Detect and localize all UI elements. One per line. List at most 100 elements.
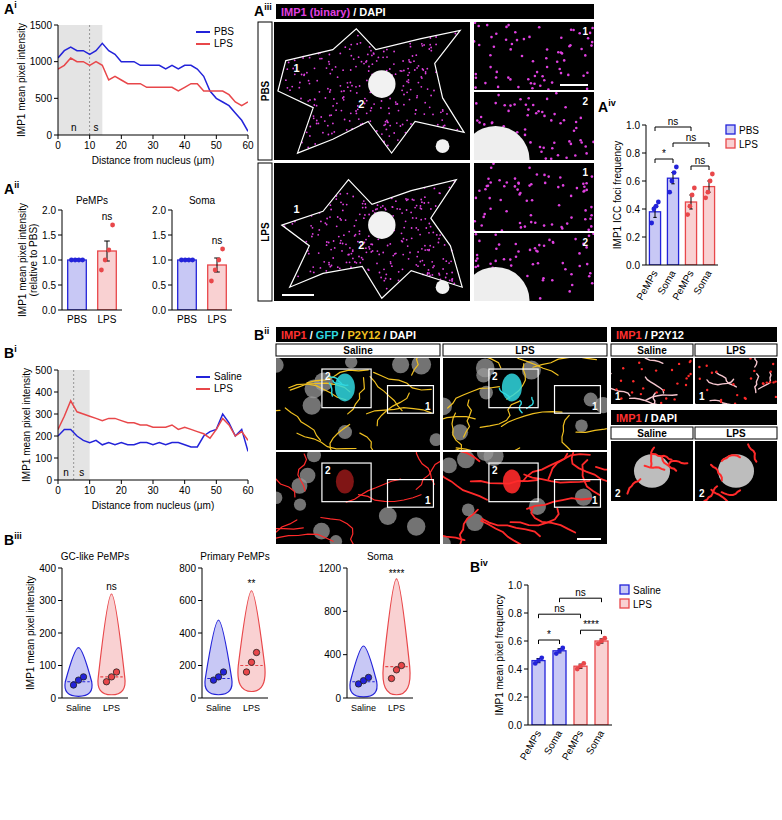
bar bbox=[703, 187, 714, 265]
imp1-focus bbox=[579, 139, 582, 142]
imp1-focus bbox=[314, 67, 316, 69]
imp1-focus bbox=[387, 245, 389, 247]
imp1-focus bbox=[495, 76, 498, 79]
image-header-bar bbox=[276, 327, 607, 342]
imp1-focus bbox=[433, 246, 435, 248]
imp1-focus bbox=[551, 279, 554, 282]
imp1-focus bbox=[517, 250, 520, 253]
image-header-bar bbox=[276, 4, 594, 19]
data-point bbox=[103, 258, 108, 263]
imp1-focus bbox=[355, 219, 357, 221]
micrograph-ground bbox=[611, 441, 693, 501]
imp1-focus bbox=[359, 233, 361, 235]
imp1-focus bbox=[516, 188, 519, 191]
imp1-focus bbox=[542, 146, 545, 149]
imp1-focus bbox=[298, 87, 300, 89]
y-axis-title: IMP1 ICC foci frequency bbox=[612, 141, 623, 249]
y-tick-label: 200 bbox=[35, 431, 52, 442]
nucleus bbox=[436, 280, 450, 294]
imp1-focus bbox=[558, 68, 561, 71]
imp1-focus bbox=[503, 185, 506, 188]
stain-process bbox=[531, 508, 575, 533]
imp1-focus bbox=[395, 73, 397, 75]
region-box bbox=[489, 369, 538, 408]
column-label: Saline bbox=[343, 345, 373, 356]
imp1-focus bbox=[441, 119, 443, 121]
imp1-focus bbox=[391, 206, 393, 208]
imp1-focus bbox=[583, 186, 586, 189]
x-tick bbox=[58, 480, 59, 484]
legend-label: PBS bbox=[214, 26, 234, 37]
imp1-focus bbox=[430, 208, 432, 210]
imp1-focus bbox=[367, 54, 369, 56]
cell-outline bbox=[282, 180, 462, 299]
plot-area bbox=[68, 223, 117, 310]
column-label: LPS bbox=[726, 345, 746, 356]
imp1-focus bbox=[545, 157, 548, 160]
imp1-focus bbox=[347, 86, 349, 88]
imp1-focus bbox=[342, 210, 344, 212]
imp1-focus bbox=[423, 44, 425, 46]
imp1-focus bbox=[380, 277, 382, 279]
imp1-focus bbox=[514, 177, 517, 180]
stain-process bbox=[297, 433, 356, 449]
imp1-focus bbox=[490, 166, 493, 169]
imp1-focus bbox=[507, 24, 510, 27]
data-point bbox=[539, 655, 544, 660]
category-label: PBS bbox=[67, 314, 87, 325]
imp1-focus bbox=[422, 68, 424, 70]
imp1-focus bbox=[587, 37, 590, 40]
imp1-focus bbox=[329, 54, 331, 56]
imp1-focus bbox=[544, 182, 547, 185]
comparison-bracket bbox=[655, 127, 691, 131]
imp1-focus bbox=[366, 251, 368, 253]
imp1-focus bbox=[408, 59, 410, 61]
x-tick-label: 30 bbox=[147, 140, 159, 151]
nucleus bbox=[368, 70, 395, 98]
imp1-focus bbox=[698, 366, 700, 368]
imp1-focus bbox=[318, 252, 320, 254]
imp1-focus bbox=[305, 241, 307, 243]
imp1-focus bbox=[520, 226, 523, 229]
micrograph-ground bbox=[611, 358, 693, 404]
chart-title: Soma bbox=[367, 551, 394, 562]
y-tick-label: 200 bbox=[179, 660, 196, 671]
legend-label: Saline bbox=[214, 371, 242, 382]
imp1-focus bbox=[422, 45, 424, 47]
imp1-focus bbox=[552, 242, 555, 245]
imp1-focus bbox=[355, 66, 357, 68]
imp1-focus bbox=[525, 104, 528, 107]
y-tick-label: 400 bbox=[179, 628, 196, 639]
label-box bbox=[276, 344, 440, 356]
chart-title: GC-like PeMPs bbox=[61, 551, 129, 562]
panel-index: i bbox=[14, 344, 17, 354]
panel-label: Aiv bbox=[598, 98, 616, 115]
imp1-focus bbox=[410, 46, 412, 48]
legend-label: Saline bbox=[633, 585, 661, 596]
nucleus bbox=[379, 507, 397, 525]
imp1-focus bbox=[448, 262, 450, 264]
imp1-focus bbox=[356, 113, 358, 115]
imp1-focus bbox=[422, 69, 424, 71]
imp1-focus bbox=[363, 63, 365, 65]
stain-process bbox=[596, 464, 607, 470]
imp1-focus bbox=[499, 199, 502, 202]
imp1-focus bbox=[415, 109, 417, 111]
panel-letter: B bbox=[4, 345, 14, 361]
comparison-label: ns bbox=[668, 116, 679, 127]
imp1-focus bbox=[329, 266, 331, 268]
stain-process bbox=[480, 401, 519, 427]
imp1-focus bbox=[313, 117, 315, 119]
imp1-focus bbox=[365, 239, 367, 241]
imp1-focus bbox=[495, 33, 498, 36]
imp1-focus bbox=[415, 109, 417, 111]
imp1-focus bbox=[395, 200, 397, 202]
imp1-focus bbox=[340, 85, 342, 87]
significance: **** bbox=[389, 568, 405, 579]
imp1-focus bbox=[353, 58, 355, 60]
imp1-focus bbox=[412, 217, 414, 219]
region-label: 1 bbox=[615, 391, 621, 402]
imp1-focus bbox=[632, 380, 634, 382]
data-point bbox=[103, 679, 109, 685]
imp1-focus bbox=[417, 229, 419, 231]
